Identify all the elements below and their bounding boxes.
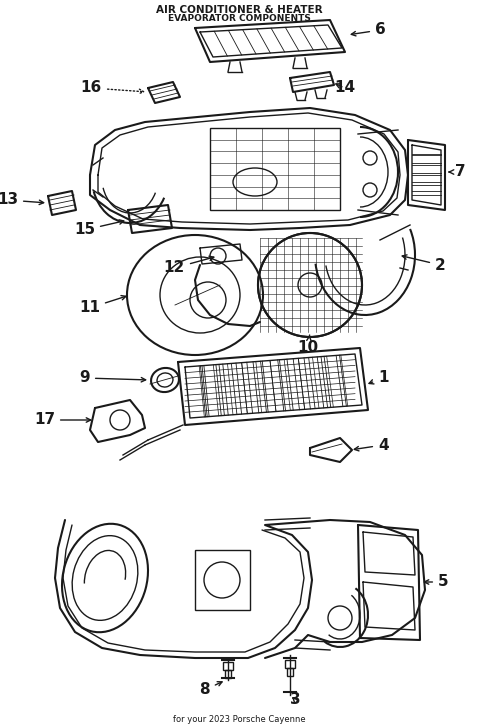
Bar [225,670,231,678]
Text: 5: 5 [424,575,449,589]
Text: 4: 4 [354,437,389,452]
Text: AIR CONDITIONER & HEATER: AIR CONDITIONER & HEATER [156,5,322,15]
Text: 17: 17 [34,413,91,427]
Text: 2: 2 [402,255,446,272]
Bar [210,128,340,210]
Text: 14: 14 [334,80,355,96]
Text: for your 2023 Porsche Cayenne: for your 2023 Porsche Cayenne [173,715,305,724]
Text: 9: 9 [79,371,146,385]
Text: 13: 13 [0,193,43,208]
Bar [195,550,250,610]
Text: 10: 10 [297,335,318,355]
Text: 8: 8 [199,682,222,697]
Text: 6: 6 [351,22,386,38]
Text: 1: 1 [369,371,389,385]
Text: 15: 15 [74,220,124,237]
Bar [287,668,293,676]
Text: 3: 3 [290,692,300,707]
Text: 12: 12 [164,256,214,276]
Ellipse shape [258,233,362,337]
Text: 11: 11 [79,295,126,316]
Bar [285,660,295,668]
Text: 7: 7 [449,164,466,180]
Text: EVAPORATOR COMPONENTS: EVAPORATOR COMPONENTS [168,14,310,23]
Bar [223,662,233,670]
Text: 16: 16 [81,80,144,96]
